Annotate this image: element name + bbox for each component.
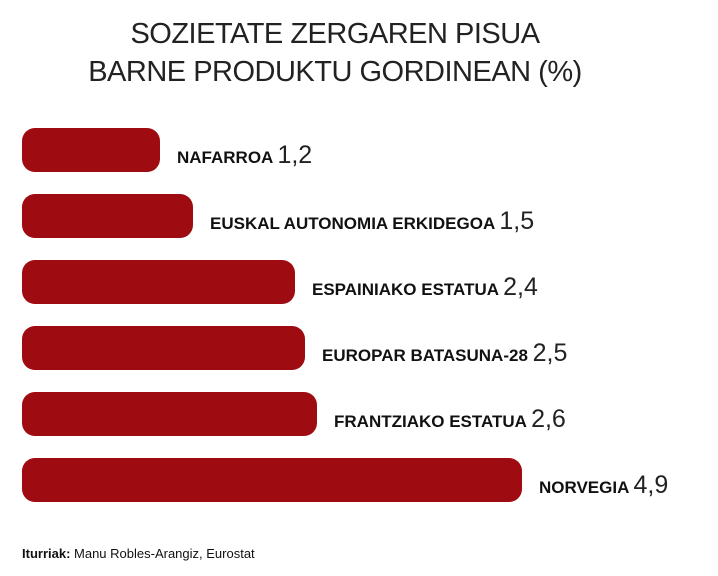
- value-label: 4,9: [633, 471, 668, 499]
- category-label: NORVEGIA: [539, 478, 633, 497]
- value-label: 2,5: [533, 339, 568, 367]
- bar-label: NAFARROA 1,2: [177, 141, 312, 169]
- source-text: Manu Robles-Arangiz, Eurostat: [70, 546, 255, 561]
- value-label: 2,6: [531, 405, 566, 433]
- value-label: 1,5: [499, 207, 534, 235]
- category-label: FRANTZIAKO ESTATUA: [334, 412, 531, 431]
- bar-frantziako-estatua: [22, 392, 317, 436]
- source-note: Iturriak: Manu Robles-Arangiz, Eurostat: [22, 546, 255, 561]
- bar-europar-batasuna-28: [22, 326, 305, 370]
- bar-nafarroa: [22, 128, 160, 172]
- bar-label: FRANTZIAKO ESTATUA 2,6: [334, 405, 566, 433]
- bar-label: EUROPAR BATASUNA-28 2,5: [322, 339, 567, 367]
- bar-norvegia: [22, 458, 522, 502]
- bar-espainiako-estatua: [22, 260, 295, 304]
- bar-label: NORVEGIA 4,9: [539, 471, 668, 499]
- bar-label: EUSKAL AUTONOMIA ERKIDEGOA 1,5: [210, 207, 534, 235]
- bar-euskal-autonomia-erkidegoa: [22, 194, 193, 238]
- chart-title-line-2: BARNE PRODUKTU GORDINEAN (%): [88, 56, 582, 88]
- category-label: ESPAINIAKO ESTATUA: [312, 280, 503, 299]
- category-label: EUSKAL AUTONOMIA ERKIDEGOA: [210, 214, 499, 233]
- chart-title-line-1: SOZIETATE ZERGAREN PISUA: [130, 18, 540, 50]
- bar-label: ESPAINIAKO ESTATUA 2,4: [312, 273, 538, 301]
- category-label: NAFARROA: [177, 148, 277, 167]
- value-label: 2,4: [503, 273, 538, 301]
- category-label: EUROPAR BATASUNA-28: [322, 346, 533, 365]
- value-label: 1,2: [277, 141, 312, 169]
- source-label: Iturriak:: [22, 546, 71, 561]
